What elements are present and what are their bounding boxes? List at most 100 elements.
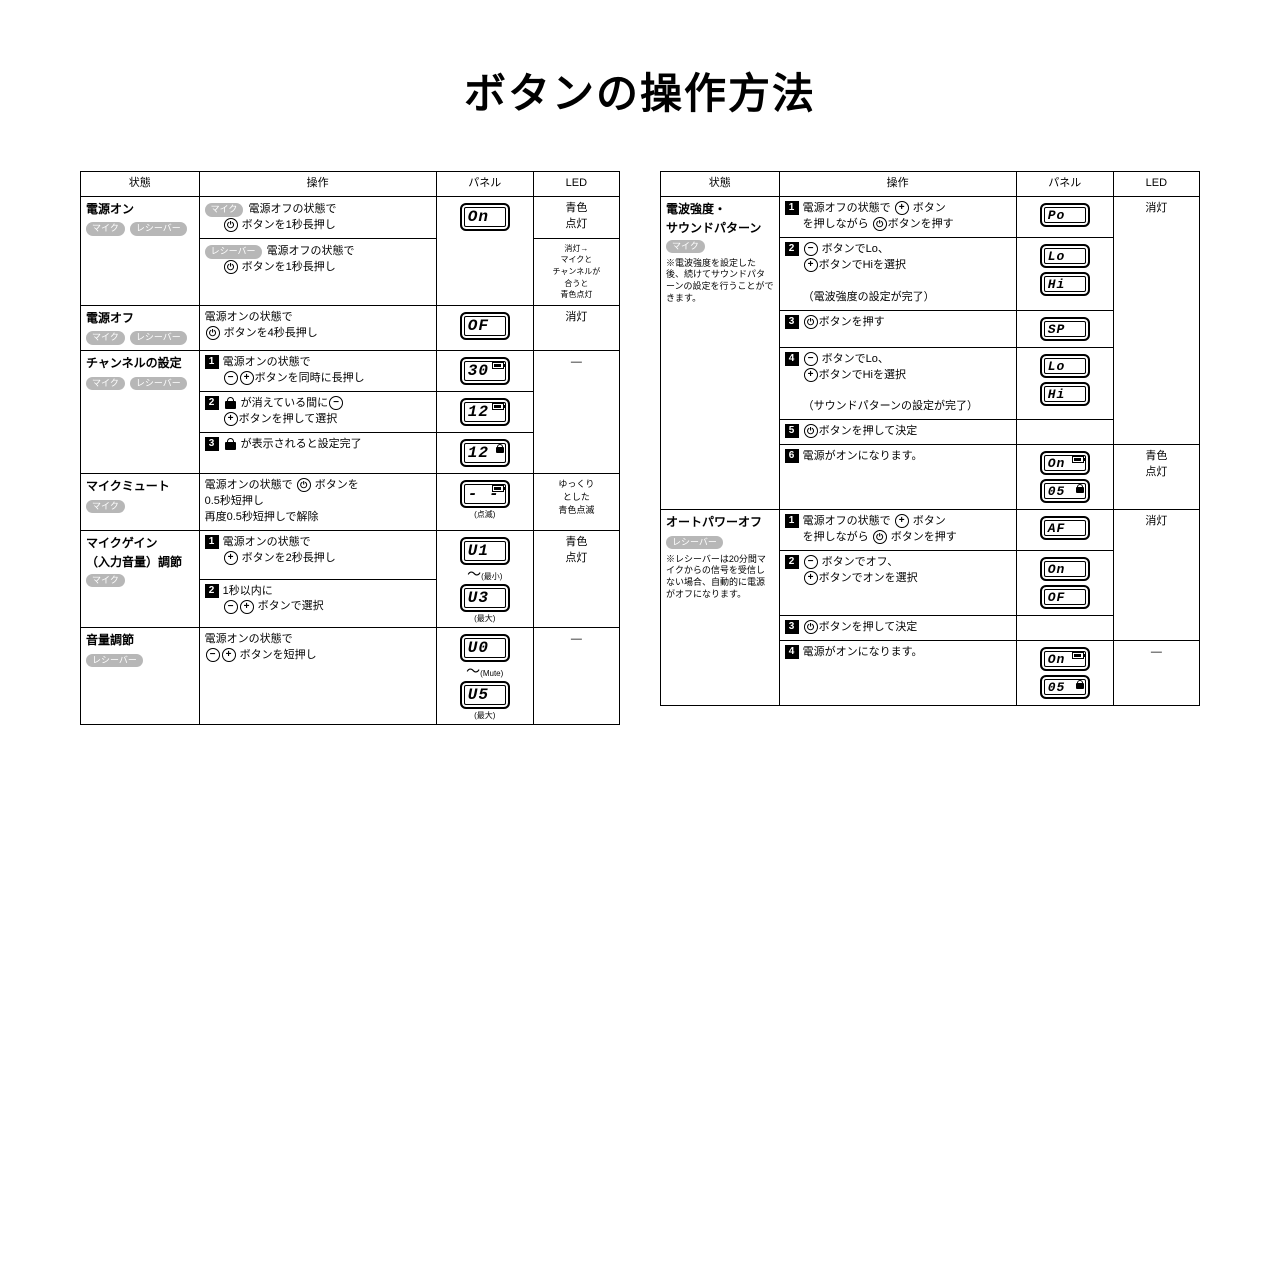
step-4: 4 [785, 352, 799, 366]
lcd-display: U0 [460, 634, 510, 662]
panel-cell: AF [1016, 510, 1113, 551]
step-3: 3 [785, 315, 799, 329]
op-text: ボタンで選択 [205, 599, 431, 615]
power-icon [297, 478, 311, 492]
panel-cell [1016, 420, 1113, 445]
op-cell: 3ボタンを押す [779, 310, 1016, 347]
pill-mic: マイク [86, 574, 125, 588]
battery-icon [492, 485, 504, 492]
led-cell: 青色 点灯 [1113, 445, 1199, 510]
op-text: ボタンを押して決定 [819, 425, 918, 437]
op-cell: 1電源オンの状態で ボタンを2秒長押し [199, 530, 436, 579]
op-text: ボタンでオフ、 [822, 556, 899, 568]
op-text: ボタンを押す [891, 531, 957, 543]
op-text: （サウンドパターンの設定が完了） [785, 399, 1011, 415]
op-text: ボタンを1秒長押し [205, 260, 431, 276]
plus-icon [224, 412, 238, 426]
power-icon [206, 326, 220, 340]
op-text: 再度0.5秒短押しで解除 [205, 511, 319, 523]
lcd-value: 05 [1048, 680, 1066, 695]
row-gain: マイクゲイン （入力音量）調節 マイク 1電源オンの状態で ボタンを2秒長押し … [81, 530, 620, 579]
header-panel: パネル [436, 172, 533, 197]
step-2: 2 [785, 242, 799, 256]
step-2: 2 [205, 396, 219, 410]
op-cell: 電源オンの状態で ボタンを4秒長押し [199, 305, 436, 350]
header-state: 状態 [81, 172, 200, 197]
op-text: ボタンを押して選択 [239, 413, 338, 425]
state-power-on: 電源オン マイク レシーバー [81, 196, 200, 305]
op-text: ボタンでHiを選択 [819, 259, 906, 271]
op-cell: 3 が表示されると設定完了 [199, 433, 436, 474]
pill-mic: マイク [86, 377, 125, 391]
op-text: ボタンを押す [888, 218, 954, 230]
state-power-off: 電源オフ マイク レシーバー [81, 305, 200, 350]
lcd-display: OF [460, 312, 510, 340]
panel-stack: Lo Hi [1040, 242, 1090, 298]
op-text: 電源オフの状態で [267, 245, 355, 257]
panel-cell: - - (点滅) [436, 474, 533, 531]
panel-cell: On [436, 196, 533, 305]
op-text: 電源オンの状態で [223, 536, 311, 548]
op-text: ボタンを押して決定 [819, 621, 918, 633]
plus-icon [224, 551, 238, 565]
page-title: ボタンの操作方法 [60, 60, 1220, 121]
op-text: 電源がオンになります。 [803, 450, 923, 462]
op-cell: レシーバー 電源オフの状態で ボタンを1秒長押し [199, 238, 436, 305]
op-text: ボタン [913, 202, 946, 214]
step-4: 4 [785, 645, 799, 659]
plus-icon [804, 571, 818, 585]
panel-stack: On 05 [1040, 645, 1090, 701]
state-radio: 電波強度・ サウンドパターン マイク ※電波強度を設定した後、続けてサウンドパタ… [661, 196, 780, 509]
lcd-display: 12 [460, 398, 510, 426]
lcd-display: On [1040, 451, 1090, 475]
op-cell: マイク 電源オフの状態で ボタンを1秒長押し [199, 196, 436, 238]
panel-stack: Lo Hi [1040, 352, 1090, 408]
lcd-display: AF [1040, 516, 1090, 540]
panel-cell: On 05 [1016, 445, 1113, 510]
op-text: 電源オフの状態で [803, 515, 891, 527]
led-cell: 消灯 [1113, 510, 1199, 641]
lcd-display: On [1040, 647, 1090, 671]
plus-icon [804, 368, 818, 382]
lcd-display: On [1040, 557, 1090, 581]
panel-cell: Lo Hi [1016, 347, 1113, 420]
op-text: を押しながら ボタンを押す [785, 217, 1011, 233]
lcd-display: - - [460, 480, 510, 508]
op-text: ボタンで選択 [258, 600, 324, 612]
lock-icon [225, 397, 236, 409]
lock-icon [1076, 680, 1084, 689]
lcd-display: 12 [460, 439, 510, 467]
op-text: 電源がオンになります。 [803, 646, 923, 658]
panel-stack: U0 〜(Mute) U5 (最大) [460, 632, 510, 720]
led-cell: — [533, 351, 619, 474]
op-cell: 6電源がオンになります。 [779, 445, 1016, 510]
op-text: 0.5秒短押し [205, 495, 264, 507]
minus-icon [329, 396, 343, 410]
pill-mic: マイク [666, 240, 705, 254]
power-icon [804, 315, 818, 329]
step-1: 1 [205, 535, 219, 549]
op-text: ボタンを同時に長押し [255, 372, 365, 384]
power-icon [804, 424, 818, 438]
plus-icon [222, 648, 236, 662]
minus-icon [804, 352, 818, 366]
op-text: が消えている間に [241, 397, 328, 409]
header-panel: パネル [1016, 172, 1113, 197]
panel-note: (最大) [474, 614, 495, 624]
step-3: 3 [785, 620, 799, 634]
header-led: LED [533, 172, 619, 197]
panel-stack: On 05 [1040, 449, 1090, 505]
lcd-value: 30 [468, 362, 489, 380]
led-cell: 青色 点灯 [533, 530, 619, 627]
header-state: 状態 [661, 172, 780, 197]
step-1: 1 [205, 355, 219, 369]
lcd-display: Po [1040, 203, 1090, 227]
state-label: 電源オン [86, 201, 194, 218]
row-radio: 電波強度・ サウンドパターン マイク ※電波強度を設定した後、続けてサウンドパタ… [661, 196, 1200, 237]
plus-icon [240, 371, 254, 385]
pill-receiver: レシーバー [130, 222, 187, 236]
panel-cell: 12 [436, 433, 533, 474]
panel-note: 〜(Mute) [466, 664, 503, 679]
op-text: ボタンを [315, 479, 359, 491]
minus-icon [224, 600, 238, 614]
